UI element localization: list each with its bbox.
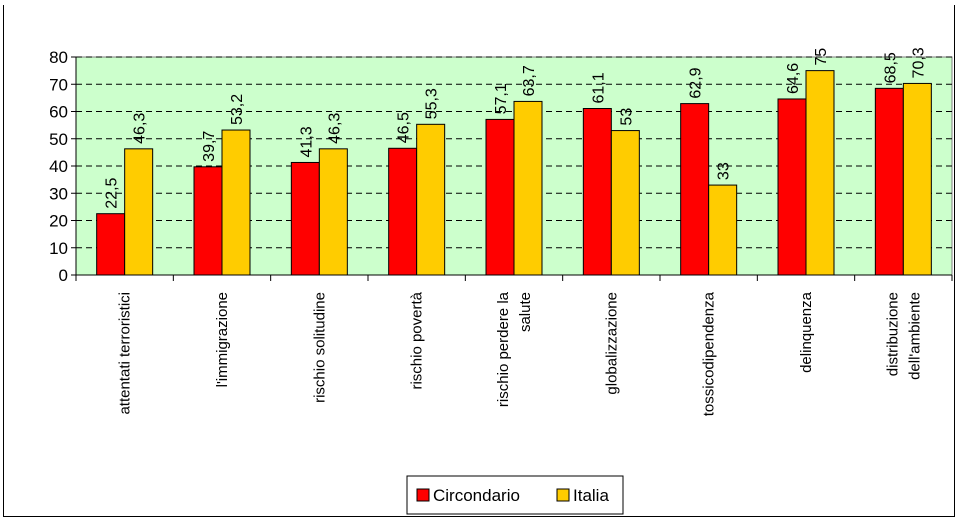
y-tick-label: 20 (49, 212, 68, 231)
category-label: globalizzazione (603, 292, 620, 395)
y-tick-label: 60 (49, 103, 68, 122)
legend-label-italia: Italia (573, 486, 609, 505)
category-label: salute (517, 292, 534, 332)
category-label: tossicodipendenza (701, 291, 718, 416)
bar-italia (610, 130, 640, 276)
data-labels: 22,5 46,3 39,7 53,2 41,3 46,3 46,5 55,3 57,1 63,7… (104, 47, 928, 208)
data-label: 63,7 (521, 65, 538, 96)
bar-italia (318, 148, 348, 276)
category-label: dell'ambiente (906, 292, 923, 380)
bar-circondario (680, 103, 710, 276)
bar-italia (513, 100, 543, 276)
category-label: rischio solitudine (311, 292, 328, 403)
legend-swatch-circondario (416, 488, 430, 502)
bar-italia (221, 129, 251, 276)
bar-circondario (193, 166, 223, 276)
category-label: attentati terroristici (117, 292, 134, 415)
data-label: 57,1 (493, 83, 510, 114)
legend-box (406, 475, 624, 515)
y-tick-label: 70 (49, 75, 68, 94)
data-label: 33 (716, 162, 733, 180)
data-label: 64,6 (785, 63, 802, 94)
data-label: 62,9 (688, 67, 705, 98)
bar-italia (416, 123, 446, 276)
bar-circondario (388, 147, 418, 276)
legend: Circondario Italia (406, 475, 624, 515)
legend-label-circondario: Circondario (433, 486, 520, 505)
category-labels: attentati terroristici l'immigrazione risc… (117, 291, 924, 416)
category-label: rischio perdere la (495, 291, 512, 407)
bar-circondario (485, 118, 515, 276)
category-label: l'immigrazione (214, 292, 231, 387)
bar-circondario (582, 108, 612, 276)
y-tick-label: 0 (59, 266, 68, 285)
category-label: distribuzione (884, 292, 901, 376)
y-tick-label: 10 (49, 239, 68, 258)
y-tick-label: 30 (49, 184, 68, 203)
bar-circondario (874, 87, 904, 276)
bar-italia (124, 148, 154, 276)
bars (96, 70, 932, 276)
category-label: rischio povertà (409, 291, 426, 389)
data-label: 22,5 (104, 177, 121, 208)
data-label: 75 (813, 48, 830, 66)
y-tick-label: 50 (49, 130, 68, 149)
data-label: 39,7 (201, 131, 218, 162)
data-label: 68,5 (882, 52, 899, 83)
bar-circondario (777, 98, 807, 276)
data-label: 61,1 (590, 72, 607, 103)
title-strip (3, 0, 955, 5)
y-tick-label: 80 (49, 48, 68, 67)
bar-italia (902, 82, 932, 276)
data-label: 46,5 (396, 112, 413, 143)
data-label: 41,3 (298, 126, 315, 157)
data-label: 46,3 (132, 113, 149, 144)
data-label: 70,3 (910, 47, 927, 78)
data-label: 55,3 (424, 88, 441, 119)
legend-swatch-italia (556, 488, 570, 502)
bar-circondario (96, 213, 126, 276)
y-tick-label: 40 (49, 157, 68, 176)
bar-italia (805, 70, 835, 276)
data-label: 46,3 (326, 113, 343, 144)
bar-italia (708, 184, 738, 276)
category-label: delinquenza (798, 291, 815, 373)
bar-circondario (290, 161, 320, 276)
data-label: 53 (618, 108, 635, 126)
data-label: 53,2 (229, 94, 246, 125)
axes: 0 10 20 30 40 50 60 70 80 (49, 48, 953, 285)
